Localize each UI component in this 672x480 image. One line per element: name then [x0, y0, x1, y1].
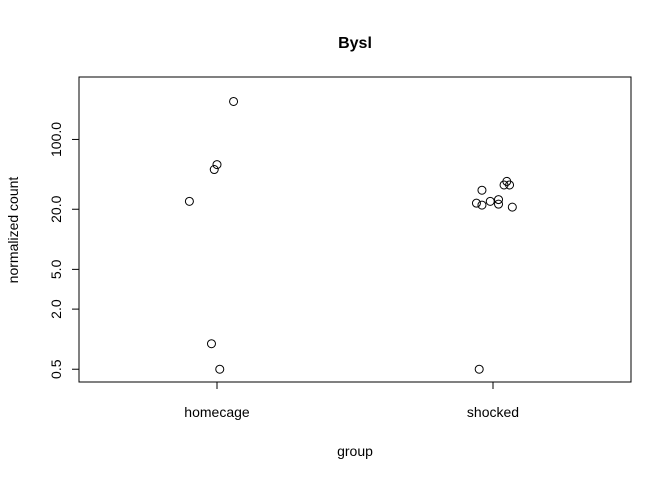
- y-tick-label: 100.0: [48, 122, 64, 157]
- data-point-shocked: [494, 199, 504, 209]
- x-axis-label: group: [337, 443, 373, 459]
- y-tick-label: 0.5: [48, 359, 64, 379]
- data-points: [184, 96, 517, 374]
- data-point-shocked: [499, 180, 509, 190]
- y-axis-label: normalized count: [5, 177, 21, 284]
- y-axis: 0.5 2.0 5.0 20.0 100.0: [48, 122, 80, 379]
- data-point-shocked: [477, 200, 487, 210]
- data-point-homecage: [229, 96, 239, 106]
- data-point-shocked: [507, 202, 517, 212]
- data-point-homecage: [206, 339, 216, 349]
- data-point-homecage: [209, 165, 219, 175]
- x-tick-label-shocked: shocked: [467, 404, 519, 420]
- data-point-shocked: [471, 198, 481, 208]
- data-point-shocked: [505, 180, 515, 190]
- data-point-shocked: [474, 364, 484, 374]
- chart-title: Bysl: [338, 35, 372, 52]
- data-point-shocked: [477, 185, 487, 195]
- x-axis: homecage shocked: [184, 381, 519, 420]
- plot-area: [78, 76, 632, 383]
- data-point-homecage: [215, 364, 225, 374]
- y-tick-label: 20.0: [48, 195, 64, 222]
- data-point-homecage: [212, 160, 222, 170]
- data-point-shocked: [485, 196, 495, 206]
- data-point-homecage: [184, 196, 194, 206]
- data-point-shocked: [494, 195, 504, 205]
- x-tick-label-homecage: homecage: [184, 404, 250, 420]
- y-tick-label: 5.0: [48, 259, 64, 279]
- y-tick-label: 2.0: [48, 299, 64, 319]
